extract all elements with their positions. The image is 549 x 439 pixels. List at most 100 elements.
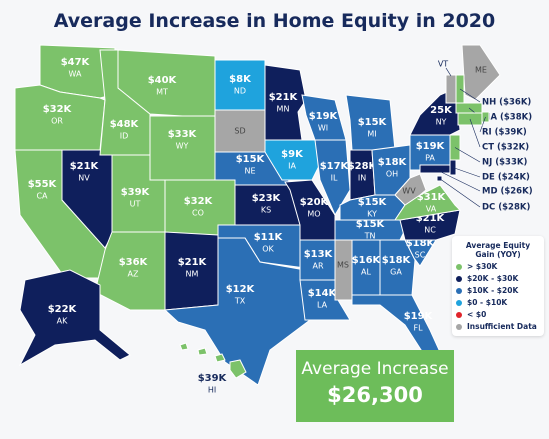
state-abbr: ID	[120, 132, 129, 141]
state-abbr: AK	[57, 317, 68, 326]
state-abbr: CO	[192, 209, 204, 218]
legend-item: $10K - $20K	[456, 286, 540, 295]
state-abbr: WY	[176, 142, 189, 151]
state-abbr: WA	[69, 70, 82, 79]
callout-label: MA ($38K)	[482, 113, 532, 123]
state-abbr: MT	[156, 88, 168, 97]
state-abbr: FL	[413, 324, 423, 333]
state-abbr: WV	[402, 187, 416, 196]
legend-swatch	[456, 287, 462, 294]
callout-label: RI ($39K)	[482, 128, 527, 138]
state-abbr: OR	[51, 117, 63, 126]
state-value: $11K	[254, 232, 284, 243]
legend-swatch	[456, 263, 462, 270]
state-value: $22K	[48, 304, 78, 315]
callout-line	[454, 147, 481, 163]
state-value: $13K	[304, 249, 334, 260]
state-value: $47K	[61, 57, 91, 68]
state-shape	[163, 237, 311, 386]
summary-box: Average Increase $26,300	[296, 350, 454, 422]
state-shape	[334, 239, 353, 301]
state-value: $12K	[226, 284, 256, 295]
state-value: $21K	[178, 257, 208, 268]
state-abbr: IN	[358, 174, 366, 183]
state-value: $21K	[70, 161, 100, 172]
state-abbr: OK	[262, 245, 274, 254]
state-value: $36K	[119, 257, 149, 268]
state-shape	[18, 269, 131, 367]
legend-item: < $0	[456, 310, 540, 319]
legend-item: $20K - $30K	[456, 274, 540, 283]
state-shape	[445, 74, 457, 104]
state-shape	[197, 347, 208, 356]
state-abbr: WI	[318, 124, 328, 133]
state-shape	[351, 294, 441, 357]
callout-label: DE ($24K)	[482, 173, 530, 183]
legend-item: $0 - $10K	[456, 298, 540, 307]
state-abbr: NC	[424, 226, 436, 235]
state-abbr: TX	[234, 297, 246, 306]
state-abbr: SD	[234, 127, 245, 136]
state-abbr: KS	[261, 206, 271, 215]
state-value: $31K	[417, 192, 447, 203]
callout-label: NJ ($33K)	[482, 158, 527, 168]
summary-value: $26,300	[327, 383, 423, 407]
state-abbr: UT	[130, 200, 141, 209]
state-abbr: ND	[234, 87, 246, 96]
legend-label: $0 - $10K	[467, 298, 508, 307]
state-value: $19K	[309, 111, 339, 122]
state-abbr: OH	[386, 170, 398, 179]
state-value: 25K	[430, 105, 453, 116]
state-value: $32K	[43, 104, 73, 115]
state-abbr: IA	[288, 162, 296, 171]
callout-line	[445, 67, 452, 77]
legend-label: $20K - $30K	[467, 274, 519, 283]
state-value: $32K	[184, 196, 214, 207]
callout-line	[434, 168, 481, 192]
state-abbr: GA	[390, 268, 402, 277]
legend: Average Equity Gain (YOY) > $30K $20K - $…	[452, 236, 544, 336]
state-value: $20K	[300, 197, 330, 208]
state-value: $18K	[378, 157, 408, 168]
state-value: $8K	[229, 74, 252, 85]
state-value: $21K	[269, 92, 299, 103]
state-value: $19K	[416, 141, 446, 152]
state-shape	[379, 239, 416, 296]
state-value: $55K	[28, 179, 58, 190]
state-value: $14K	[308, 288, 338, 299]
state-abbr: MO	[307, 210, 320, 219]
state-abbr: SC	[415, 251, 426, 260]
state-value: $40K	[148, 75, 178, 86]
state-abbr: KY	[367, 210, 377, 219]
state-abbr: NE	[244, 167, 255, 176]
callout-label: NH ($36K)	[482, 98, 531, 108]
legend-label: Insufficient Data	[467, 322, 537, 331]
state-shape	[214, 353, 226, 363]
state-abbr: VA	[426, 205, 437, 214]
callout-line	[459, 88, 481, 103]
state-abbr: VT	[438, 60, 448, 69]
map-title: Average Increase in Home Equity in 2020	[53, 10, 496, 32]
state-abbr: MS	[337, 261, 349, 270]
state-abbr: ME	[475, 66, 487, 75]
legend-label: $10K - $20K	[467, 286, 519, 295]
state-value: $9K	[281, 149, 304, 160]
state-value: $28K	[348, 161, 378, 172]
state-abbr: TN	[364, 232, 376, 241]
state-shape	[314, 139, 351, 217]
state-value: $23K	[252, 193, 282, 204]
callout-line	[439, 178, 481, 208]
state-abbr: AR	[312, 262, 323, 271]
state-value: $18K	[406, 238, 436, 249]
state-value: $21K	[416, 213, 446, 224]
callout-label: MD ($26K)	[482, 187, 533, 197]
state-abbr: MN	[277, 105, 290, 114]
state-abbr: NV	[78, 174, 90, 183]
legend-swatch	[456, 323, 462, 330]
legend-swatch	[456, 275, 462, 282]
state-value: $39K	[198, 373, 228, 384]
state-abbr: CA	[36, 192, 48, 201]
state-value: $48K	[110, 119, 140, 130]
